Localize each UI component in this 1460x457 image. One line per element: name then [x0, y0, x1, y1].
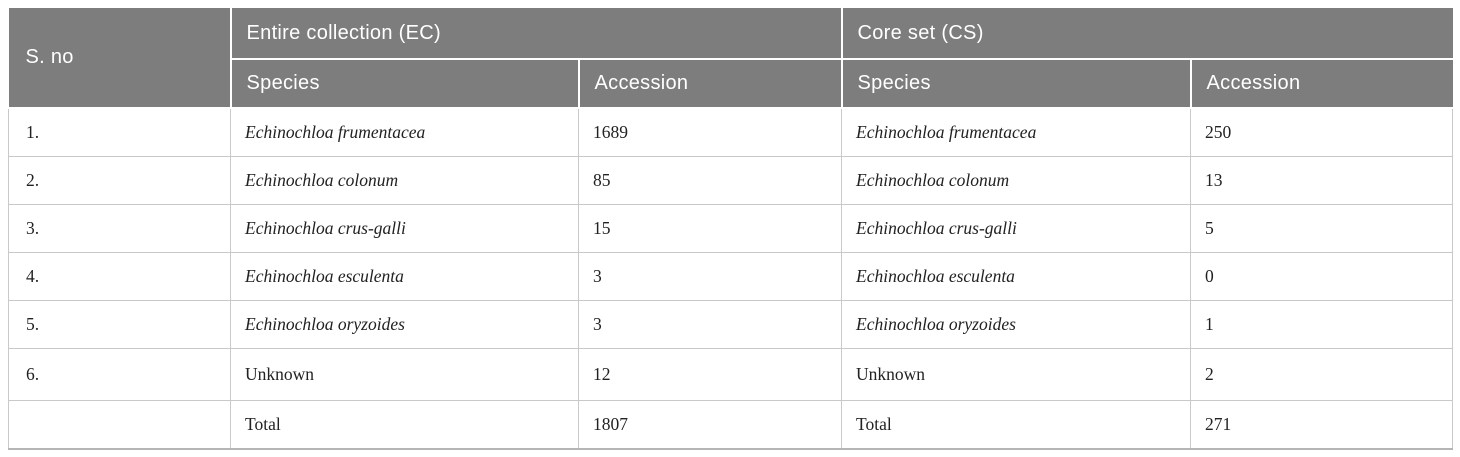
sno-cell: 1.	[8, 107, 231, 157]
ec-species-cell: Echinochloa frumentacea	[230, 107, 579, 157]
cs-species-cell: Echinochloa oryzoides	[841, 299, 1192, 349]
ec-accession-cell: 15	[577, 203, 843, 253]
ec-species-cell: Echinochloa esculenta	[230, 251, 579, 301]
cs-accession-cell: 250	[1190, 107, 1454, 157]
ec-species-cell: Echinochloa oryzoides	[230, 299, 579, 349]
sno-cell: 5.	[8, 299, 231, 349]
cs-species-cell: Echinochloa crus-galli	[841, 203, 1192, 253]
cs-accession-cell: 5	[1190, 203, 1454, 253]
ec-species-cell: Unknown	[230, 347, 579, 401]
ec-accession-cell: 85	[577, 155, 843, 205]
sno-cell: 6.	[8, 347, 231, 401]
ec-species-cell: Echinochloa colonum	[230, 155, 579, 205]
total-row: Total 1807 Total 271	[8, 399, 1454, 450]
sno-cell: 3.	[8, 203, 231, 253]
cs-total-accession-cell: 271	[1190, 399, 1454, 450]
cs-accession-column-header: Accession	[1189, 59, 1453, 109]
cs-total-label-cell: Total	[841, 399, 1192, 450]
ec-total-accession-cell: 1807	[577, 399, 843, 450]
table-row: 6. Unknown 12 Unknown 2	[8, 347, 1454, 401]
cs-species-cell: Echinochloa colonum	[841, 155, 1192, 205]
cs-accession-cell: 2	[1190, 347, 1454, 401]
species-accession-table: S. no Entire collection (EC) Core set (C…	[8, 8, 1454, 450]
ec-species-cell: Echinochloa crus-galli	[230, 203, 579, 253]
cs-species-cell: Echinochloa frumentacea	[841, 107, 1192, 157]
ec-total-label-cell: Total	[230, 399, 579, 450]
sno-cell: 4.	[8, 251, 231, 301]
ec-accession-cell: 12	[577, 347, 843, 401]
table-header: S. no Entire collection (EC) Core set (C…	[8, 8, 1453, 109]
cs-species-cell: Echinochloa esculenta	[841, 251, 1192, 301]
sno-cell: 2.	[8, 155, 231, 205]
table-row: 4. Echinochloa esculenta 3 Echinochloa e…	[8, 251, 1454, 301]
header-group-row: S. no Entire collection (EC) Core set (C…	[8, 8, 1453, 109]
table-row: 2. Echinochloa colonum 85 Echinochloa co…	[8, 155, 1454, 205]
ec-accession-cell: 3	[577, 299, 843, 349]
cs-accession-cell: 0	[1190, 251, 1454, 301]
ec-accession-cell: 1689	[577, 107, 843, 157]
cs-species-column-header: Species	[840, 59, 1192, 109]
ec-species-column-header: Species	[230, 59, 580, 109]
ec-accession-cell: 3	[577, 251, 843, 301]
table-body: 1. Echinochloa frumentacea 1689 Echinoch…	[8, 107, 1454, 450]
table-row: 3. Echinochloa crus-galli 15 Echinochloa…	[8, 203, 1454, 253]
header-sub-row: Species Accession Species Accession	[9, 59, 1453, 109]
table-row: 1. Echinochloa frumentacea 1689 Echinoch…	[8, 107, 1454, 157]
sno-column-header: S. no	[8, 8, 232, 109]
ec-accession-column-header: Accession	[577, 59, 843, 109]
group-header-core-set: Core set (CS)	[840, 8, 1453, 60]
group-header-entire-collection: Entire collection (EC)	[229, 8, 843, 60]
table-row: 5. Echinochloa oryzoides 3 Echinochloa o…	[8, 299, 1454, 349]
cs-accession-cell: 13	[1190, 155, 1454, 205]
cs-accession-cell: 1	[1190, 299, 1454, 349]
sno-cell	[8, 399, 231, 450]
cs-species-cell: Unknown	[841, 347, 1192, 401]
